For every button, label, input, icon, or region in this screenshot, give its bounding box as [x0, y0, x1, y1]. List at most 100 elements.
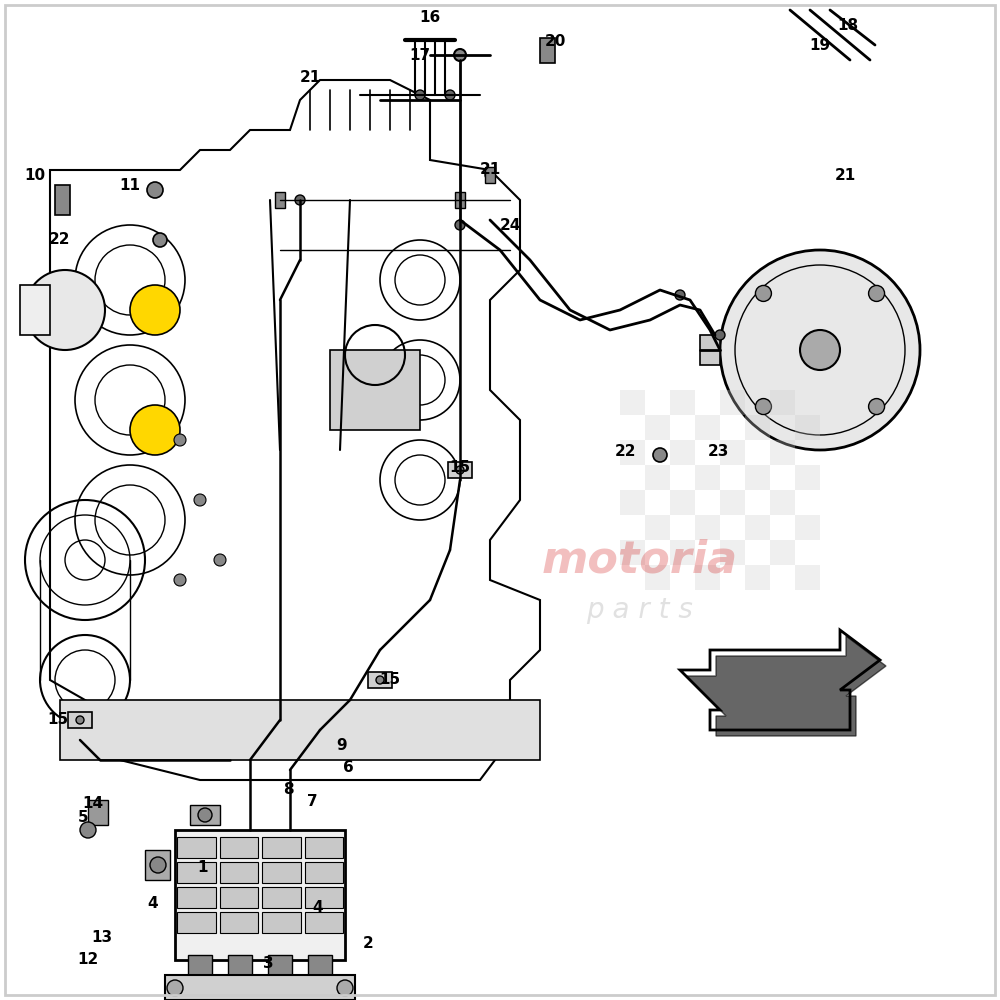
Text: 10: 10	[24, 167, 46, 182]
Bar	[695, 515, 720, 540]
Text: 21: 21	[834, 167, 856, 182]
Bar	[330, 350, 420, 430]
Bar	[368, 672, 392, 688]
Bar	[720, 390, 745, 415]
Bar	[145, 850, 170, 880]
Text: 9: 9	[337, 738, 347, 752]
Circle shape	[869, 285, 885, 301]
Circle shape	[454, 49, 466, 61]
Circle shape	[869, 399, 885, 415]
Bar	[795, 565, 820, 590]
Circle shape	[130, 285, 180, 335]
Text: 20: 20	[544, 34, 566, 49]
Bar	[165, 975, 355, 1000]
Bar	[262, 862, 300, 883]
Bar	[304, 912, 343, 933]
Bar	[220, 862, 258, 883]
Bar	[177, 887, 216, 908]
Bar	[745, 565, 770, 590]
Bar	[745, 465, 770, 490]
Text: 22: 22	[49, 232, 71, 247]
Text: 22: 22	[614, 444, 636, 460]
Text: 15: 15	[379, 672, 401, 688]
Bar	[620, 390, 645, 415]
Text: 17: 17	[409, 47, 431, 62]
Bar	[262, 887, 300, 908]
Bar	[308, 955, 332, 975]
Text: 2: 2	[363, 936, 373, 950]
Bar	[540, 38, 555, 63]
Text: 19: 19	[809, 37, 831, 52]
Circle shape	[147, 182, 163, 198]
Bar	[620, 490, 645, 515]
Bar	[177, 912, 216, 933]
Bar	[620, 540, 645, 565]
Text: 1: 1	[198, 860, 208, 876]
Circle shape	[153, 233, 167, 247]
Bar	[304, 837, 343, 858]
Circle shape	[755, 399, 771, 415]
Text: 18: 18	[837, 17, 859, 32]
Circle shape	[295, 195, 305, 205]
Text: 21: 21	[299, 70, 321, 86]
Circle shape	[214, 554, 226, 566]
Bar	[60, 700, 540, 760]
Circle shape	[376, 676, 384, 684]
Bar	[268, 955, 292, 975]
Bar	[670, 440, 695, 465]
Bar	[88, 800, 108, 825]
Bar	[670, 540, 695, 565]
Text: 5: 5	[78, 810, 88, 826]
Bar	[275, 192, 285, 208]
Bar	[20, 285, 50, 335]
Circle shape	[675, 290, 685, 300]
Bar	[695, 565, 720, 590]
Bar	[262, 912, 300, 933]
Text: 4: 4	[148, 896, 158, 910]
Circle shape	[150, 857, 166, 873]
Text: 3: 3	[263, 956, 273, 970]
Circle shape	[25, 270, 105, 350]
Bar	[645, 465, 670, 490]
Bar	[190, 805, 220, 825]
Bar	[645, 515, 670, 540]
Text: 23: 23	[707, 444, 729, 460]
Bar	[795, 415, 820, 440]
Circle shape	[653, 448, 667, 462]
Text: 8: 8	[283, 782, 293, 798]
Bar	[220, 887, 258, 908]
Text: 13: 13	[91, 930, 113, 946]
Text: 4: 4	[313, 900, 323, 916]
Text: 15: 15	[47, 712, 69, 728]
Bar	[695, 415, 720, 440]
Bar	[795, 465, 820, 490]
Bar	[770, 390, 795, 415]
Bar	[177, 862, 216, 883]
Text: 14: 14	[82, 796, 104, 810]
Text: 24: 24	[499, 218, 521, 232]
Bar	[745, 515, 770, 540]
Bar	[645, 565, 670, 590]
Circle shape	[715, 330, 725, 340]
Text: p a r t s: p a r t s	[587, 596, 693, 624]
Bar	[188, 955, 212, 975]
Circle shape	[80, 822, 96, 838]
Bar	[220, 912, 258, 933]
Bar	[770, 540, 795, 565]
Bar	[770, 440, 795, 465]
Bar	[745, 415, 770, 440]
Bar	[485, 167, 495, 183]
Text: 11: 11	[120, 178, 140, 192]
Text: 6: 6	[343, 760, 353, 776]
Bar	[448, 462, 472, 478]
Bar	[700, 335, 720, 365]
Bar	[304, 887, 343, 908]
Circle shape	[76, 716, 84, 724]
Circle shape	[485, 170, 495, 180]
Text: 15: 15	[449, 460, 471, 476]
Bar	[304, 862, 343, 883]
Bar	[228, 955, 252, 975]
Bar	[670, 390, 695, 415]
Circle shape	[198, 808, 212, 822]
Text: 21: 21	[479, 162, 501, 178]
